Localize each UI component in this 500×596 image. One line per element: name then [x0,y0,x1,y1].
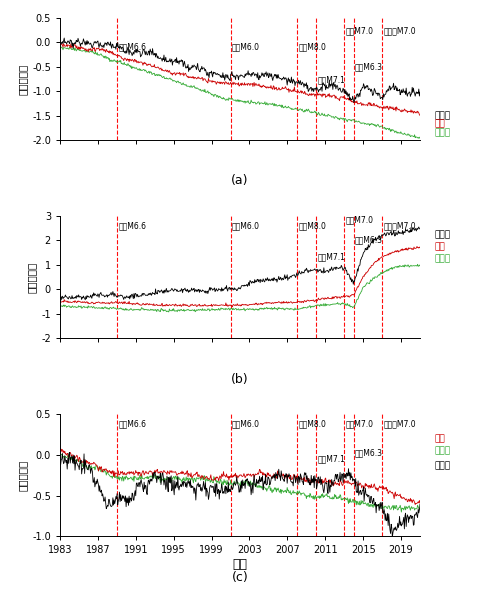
Text: 小金M6.6: 小金M6.6 [118,42,146,51]
Text: 南东段: 南东段 [434,230,450,239]
Text: (c): (c) [232,570,248,583]
Text: 南东段: 南东段 [434,111,450,120]
Text: 汶川M8.0: 汶川M8.0 [298,420,326,429]
Text: 北西段: 北西段 [434,446,450,455]
Text: 玉树M7.1: 玉树M7.1 [317,75,345,84]
Text: 雅江M6.0: 雅江M6.0 [232,222,260,231]
Text: 芦山M7.0: 芦山M7.0 [346,216,374,225]
Text: 雅江M6.0: 雅江M6.0 [232,420,260,429]
Text: 北西段: 北西段 [434,128,450,137]
Text: 玉树M7.1: 玉树M7.1 [317,454,345,463]
Text: 九寨沟M7.0: 九寨沟M7.0 [384,26,416,35]
Text: 玉树M7.1: 玉树M7.1 [317,252,345,261]
Text: 北西段: 北西段 [434,254,450,263]
Text: 小金M6.6: 小金M6.6 [118,222,146,231]
Text: 康定M6.3: 康定M6.3 [355,63,383,72]
Text: 全段: 全段 [434,242,445,251]
Text: 小金M6.6: 小金M6.6 [118,420,146,429]
Text: 雅江M6.0: 雅江M6.0 [232,42,260,51]
Text: 南东段: 南东段 [434,461,450,470]
Text: 汶川M8.0: 汶川M8.0 [298,222,326,231]
X-axis label: 年份: 年份 [232,558,248,571]
Text: 汶川M8.0: 汶川M8.0 [298,42,326,51]
Text: 芦山M7.0: 芦山M7.0 [346,420,374,429]
Text: 九寨沟M7.0: 九寨沟M7.0 [384,420,416,429]
Text: 康定M6.3: 康定M6.3 [355,235,383,244]
Y-axis label: 张压参数量: 张压参数量 [27,262,37,293]
Text: (a): (a) [231,175,249,187]
Text: 九寨沟M7.0: 九寨沟M7.0 [384,222,416,231]
Text: 芦山M7.0: 芦山M7.0 [346,26,374,35]
Text: (b): (b) [231,372,249,386]
Y-axis label: 垂直参数量: 垂直参数量 [18,460,28,491]
Text: 全段: 全段 [434,434,445,443]
Text: 康定M6.3: 康定M6.3 [355,448,383,457]
Y-axis label: 走滑参数量: 走滑参数量 [18,63,28,95]
Text: 全段: 全段 [434,120,445,129]
